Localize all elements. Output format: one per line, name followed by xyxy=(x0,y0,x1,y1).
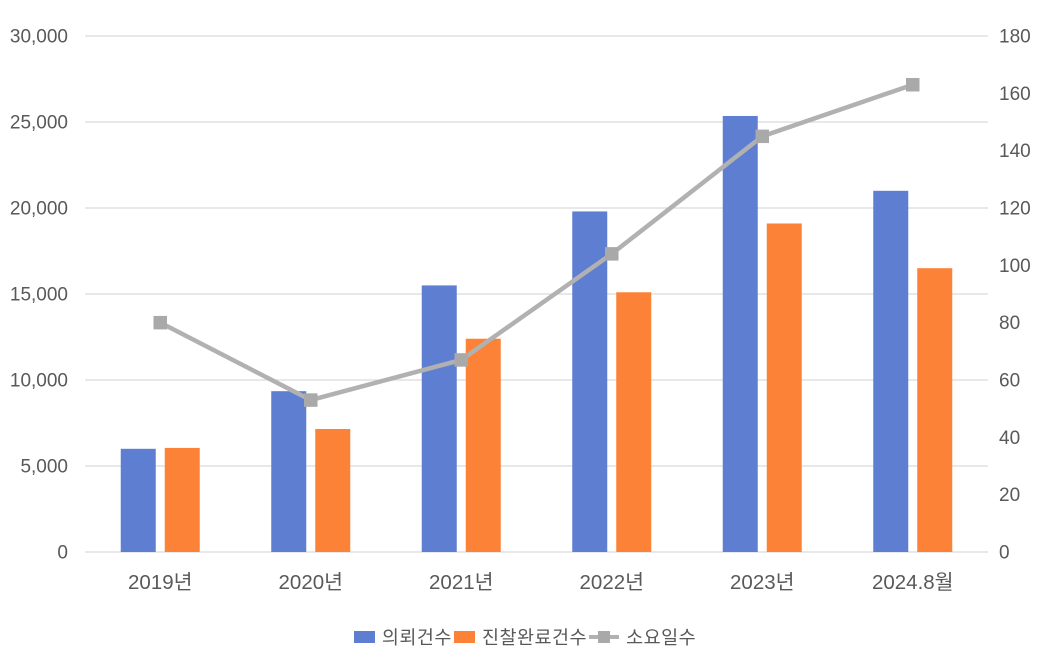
y-axis-right-tick-label: 0 xyxy=(999,543,1010,564)
legend-label-completed: 진찰완료건수 xyxy=(481,627,588,648)
line-marker-days-2 xyxy=(454,353,468,367)
x-axis-category-label: 2024.8월 xyxy=(872,571,954,594)
legend-item-days: 소요일수 xyxy=(589,624,696,650)
bar-completed-0 xyxy=(164,447,200,552)
x-axis-category-label: 2020년 xyxy=(279,571,343,594)
bar-requests-1 xyxy=(271,391,307,552)
line-marker-days-4 xyxy=(755,129,769,144)
y-axis-left-tick-label: 15,000 xyxy=(10,285,68,306)
y-axis-left-tick-label: 25,000 xyxy=(10,113,68,134)
bar-requests-4 xyxy=(722,115,758,552)
bar-completed-3 xyxy=(616,292,652,552)
x-axis-category-label: 2021년 xyxy=(429,571,493,594)
y-axis-right-tick-label: 20 xyxy=(999,485,1020,506)
legend-label-requests: 의뢰건수 xyxy=(381,627,452,648)
bar-completed-2 xyxy=(465,338,501,552)
y-axis-left-tick-label: 30,000 xyxy=(10,27,68,48)
legend-swatch-days-icon xyxy=(589,630,620,644)
bar-requests-0 xyxy=(120,448,156,552)
y-axis-right-tick-label: 100 xyxy=(999,256,1031,277)
y-axis-left-tick-label: 0 xyxy=(57,543,68,564)
y-axis-left-tick-label: 20,000 xyxy=(10,199,68,220)
chart-legend: 의뢰건수 진찰완료건수 소요일수 xyxy=(0,620,1050,654)
y-axis-right-tick-label: 140 xyxy=(999,141,1031,162)
y-axis-right-tick-label: 40 xyxy=(999,428,1020,449)
bar-completed-4 xyxy=(766,223,802,553)
legend-item-requests: 의뢰건수 xyxy=(353,624,452,650)
legend-label-days: 소요일수 xyxy=(626,627,697,648)
legend-swatch-completed-icon xyxy=(453,631,475,643)
line-marker-days-5 xyxy=(906,77,920,92)
y-axis-left-tick-label: 10,000 xyxy=(10,371,68,392)
legend-item-completed: 진찰완료건수 xyxy=(453,624,588,650)
y-axis-left-tick-label: 5,000 xyxy=(20,457,68,478)
y-axis-right-tick-label: 160 xyxy=(999,84,1031,105)
line-days xyxy=(159,82,914,403)
x-axis-category-label: 2022년 xyxy=(580,571,644,594)
x-axis-category-label: 2019년 xyxy=(128,571,192,594)
line-marker-days-1 xyxy=(304,393,318,407)
y-axis-right-tick-label: 120 xyxy=(999,199,1031,220)
bar-requests-2 xyxy=(421,285,457,552)
line-marker-days-3 xyxy=(605,247,619,261)
legend-swatch-requests-icon xyxy=(353,631,375,643)
bar-completed-5 xyxy=(917,268,953,552)
bar-completed-1 xyxy=(315,429,351,552)
y-axis-right-tick-label: 80 xyxy=(999,313,1020,334)
y-axis-right-tick-label: 180 xyxy=(999,27,1031,48)
line-marker-days-0 xyxy=(153,315,167,330)
y-axis-right-tick-label: 60 xyxy=(999,371,1020,392)
bar-requests-5 xyxy=(873,190,909,553)
x-axis-category-label: 2023년 xyxy=(730,571,794,594)
